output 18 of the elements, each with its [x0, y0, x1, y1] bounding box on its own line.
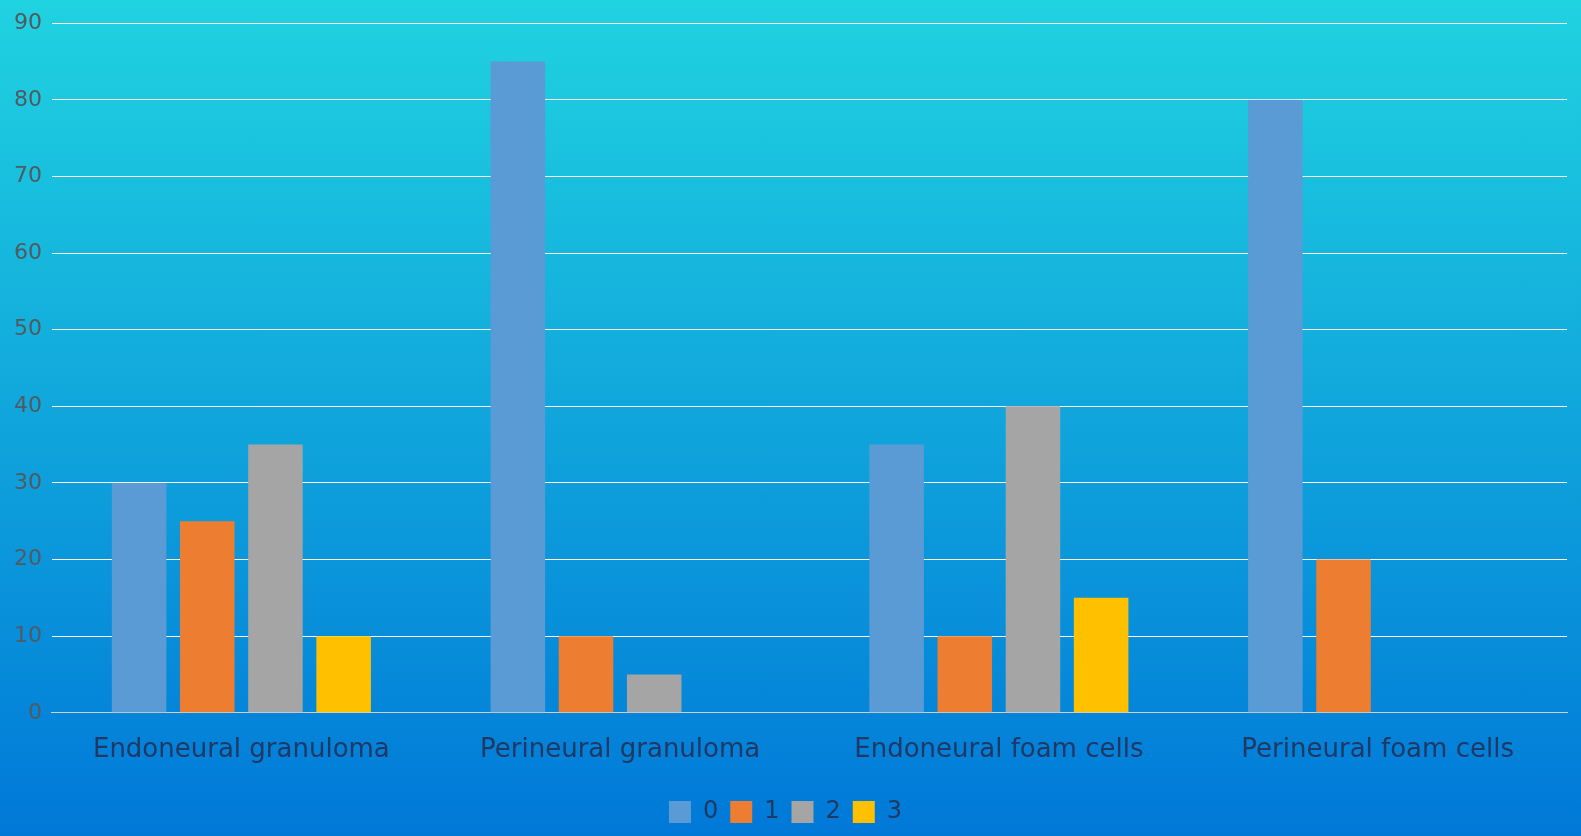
y-tick-label: 60	[13, 238, 42, 264]
legend-label: 3	[886, 796, 903, 825]
y-tick-label: 10	[13, 621, 42, 647]
y-tick-label: 50	[13, 315, 42, 341]
y-tick-label: 70	[13, 162, 42, 188]
y-tick-label: 30	[13, 468, 42, 494]
x-tick-label: Endoneural foam cells	[854, 733, 1144, 764]
y-tick-label: 20	[13, 545, 42, 571]
legend-label: 2	[825, 796, 841, 825]
legend-label: 0	[702, 796, 719, 825]
x-tick-label: Perineural foam cells	[1241, 733, 1514, 764]
x-tick-label: Perineural granuloma	[480, 733, 761, 764]
legend-label: 1	[764, 796, 780, 825]
x-tick-label: Endoneural granuloma	[92, 733, 390, 764]
y-tick-label: 80	[13, 85, 42, 111]
y-tick-label: 90	[13, 8, 42, 34]
y-tick-label: 40	[13, 392, 42, 418]
y-tick-label: 0	[27, 698, 42, 724]
